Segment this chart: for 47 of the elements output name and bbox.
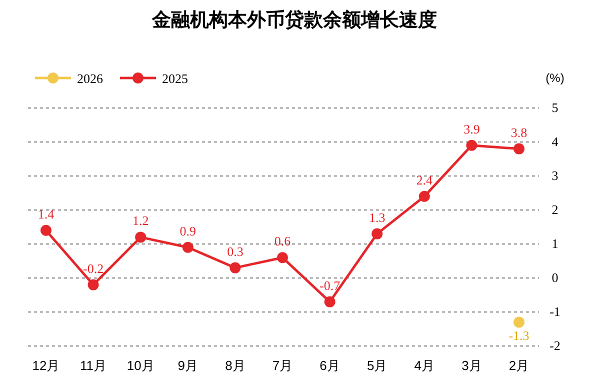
data-label: 1.4 (38, 206, 55, 222)
x-tick-label: 11月 (80, 358, 107, 373)
point (324, 296, 336, 308)
chart-title: 金融机构本外币贷款余额增长速度 (151, 9, 437, 31)
point (230, 262, 241, 274)
y-tick-label: 2 (552, 202, 558, 217)
y-tick-label: 5 (552, 100, 558, 115)
x-tick-label: 2月 (508, 358, 530, 373)
x-tick-label: 5月 (366, 358, 388, 373)
legend-label: 2025 (162, 71, 188, 86)
data-label: 3.9 (464, 121, 480, 136)
data-label: 0.6 (274, 234, 292, 249)
y-tick-label: 4 (552, 134, 559, 149)
data-label: 1.2 (132, 213, 149, 228)
data-label: -1.3 (508, 328, 530, 344)
point (514, 316, 524, 328)
x-tick-label: 8月 (225, 358, 246, 373)
x-tick-label: 3月 (462, 358, 482, 373)
point (277, 252, 288, 264)
data-label: 0.9 (180, 223, 196, 238)
data-label: -0.7 (320, 278, 341, 293)
point (182, 242, 194, 253)
data-label: 3.8 (510, 124, 528, 140)
x-tick-label: 12月 (32, 358, 60, 373)
data-label: -0.2 (83, 260, 104, 276)
y-tick-label: -2 (550, 338, 560, 353)
data-label: 2.4 (416, 172, 434, 188)
point (40, 224, 52, 236)
y-axis-title: (%) (546, 71, 564, 85)
point (88, 279, 99, 290)
data-label: 1.3 (368, 210, 386, 225)
data-label: 0.3 (227, 244, 244, 259)
point (372, 228, 383, 240)
x-tick-label: 10月 (126, 358, 154, 373)
y-tick-label: 3 (552, 168, 558, 183)
point (135, 232, 146, 243)
y-tick-label: 0 (552, 270, 558, 285)
x-tick-label: 6月 (320, 358, 340, 373)
x-tick-label: 9月 (178, 358, 198, 373)
x-tick-label: 4月 (414, 358, 435, 373)
point (418, 190, 430, 202)
point (466, 140, 478, 151)
legend-label: 2026 (77, 71, 104, 86)
x-tick-label: 7月 (272, 358, 293, 373)
y-tick-label: -1 (550, 304, 560, 319)
y-tick-label: 1 (552, 236, 558, 251)
point (514, 143, 524, 154)
